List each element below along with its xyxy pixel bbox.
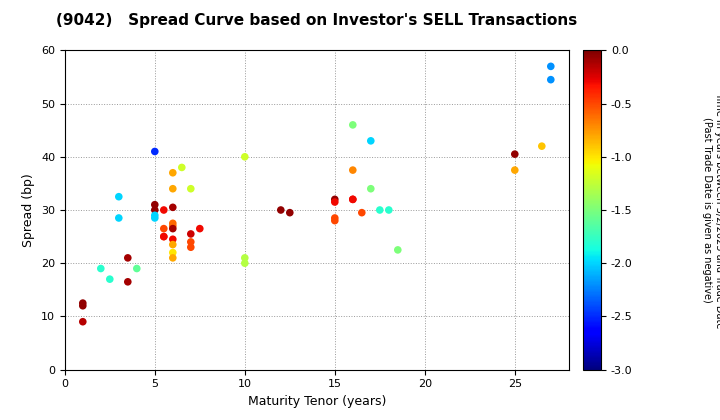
Point <box>329 217 341 224</box>
Point <box>131 265 143 272</box>
Point <box>392 247 403 253</box>
Point <box>95 265 107 272</box>
Point <box>329 199 341 205</box>
Point <box>185 185 197 192</box>
Point <box>545 76 557 83</box>
Point <box>383 207 395 213</box>
Point <box>347 167 359 173</box>
Point <box>194 225 206 232</box>
Point <box>365 185 377 192</box>
Point <box>347 196 359 203</box>
Point <box>167 204 179 211</box>
Point <box>167 241 179 248</box>
Point <box>122 278 134 285</box>
Point <box>167 255 179 261</box>
Point <box>239 260 251 267</box>
Point <box>113 193 125 200</box>
Point <box>185 239 197 245</box>
Point <box>536 143 547 150</box>
Point <box>545 63 557 70</box>
Point <box>149 215 161 221</box>
Text: Time in years between 5/2/2025 and Trade Date
(Past Trade Date is given as negat: Time in years between 5/2/2025 and Trade… <box>702 92 720 328</box>
Point <box>185 244 197 251</box>
Point <box>284 209 295 216</box>
Point <box>149 212 161 219</box>
Point <box>104 276 115 283</box>
Point <box>365 137 377 144</box>
Point <box>158 233 170 240</box>
Point <box>158 207 170 213</box>
Point <box>158 225 170 232</box>
Point <box>347 121 359 128</box>
Point <box>158 233 170 240</box>
Point <box>509 167 521 173</box>
Point <box>167 223 179 229</box>
Point <box>149 207 161 213</box>
Text: (9042)   Spread Curve based on Investor's SELL Transactions: (9042) Spread Curve based on Investor's … <box>56 13 577 28</box>
Point <box>239 255 251 261</box>
X-axis label: Maturity Tenor (years): Maturity Tenor (years) <box>248 395 386 408</box>
Point <box>176 164 187 171</box>
Point <box>356 209 367 216</box>
Point <box>374 207 386 213</box>
Point <box>77 300 89 307</box>
Point <box>167 220 179 227</box>
Point <box>275 207 287 213</box>
Point <box>113 215 125 221</box>
Point <box>122 255 134 261</box>
Point <box>167 169 179 176</box>
Point <box>167 249 179 256</box>
Point <box>509 151 521 158</box>
Point <box>77 302 89 309</box>
Point <box>239 153 251 160</box>
Point <box>167 185 179 192</box>
Point <box>77 318 89 325</box>
Point <box>347 196 359 203</box>
Point <box>167 225 179 232</box>
Y-axis label: Spread (bp): Spread (bp) <box>22 173 35 247</box>
Point <box>149 148 161 155</box>
Point <box>185 231 197 237</box>
Point <box>329 215 341 221</box>
Point <box>149 201 161 208</box>
Point <box>167 236 179 243</box>
Point <box>329 196 341 203</box>
